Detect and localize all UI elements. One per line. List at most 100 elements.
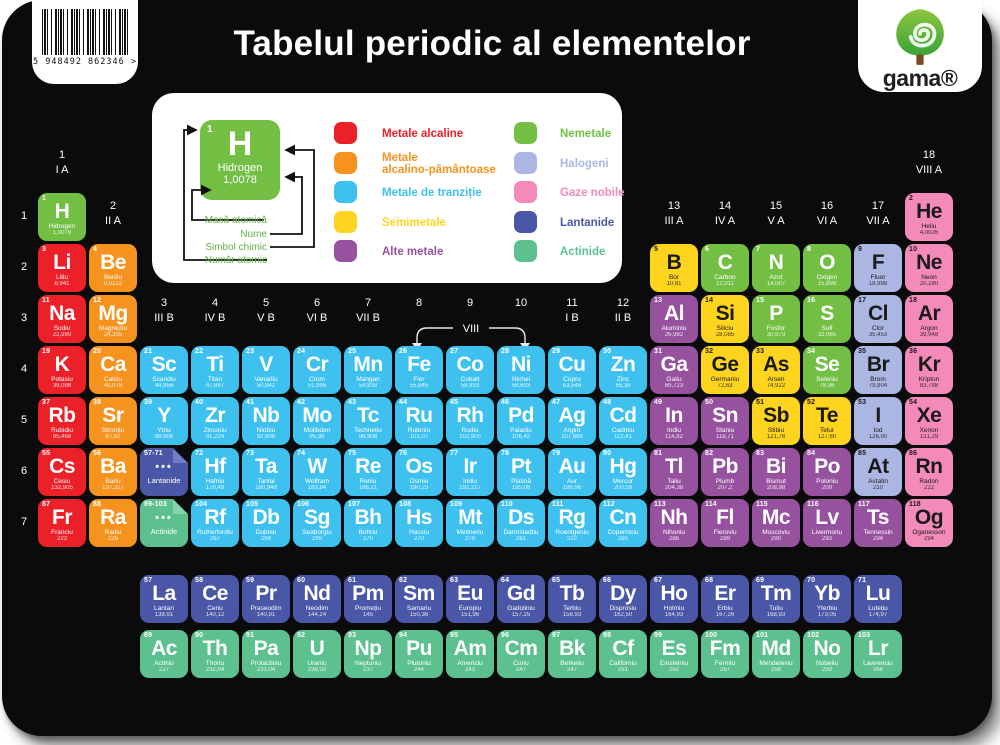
atomic-mass: 267 <box>209 536 220 542</box>
element-name: Siliciu <box>716 325 734 332</box>
element-name: Technețiu <box>354 427 382 434</box>
element-symbol: Ds <box>508 506 534 529</box>
element-name: Taliu <box>667 478 681 485</box>
atomic-mass: 270 <box>362 536 373 542</box>
element-name: Cobalt <box>460 376 480 383</box>
group-number: 3 <box>160 297 168 309</box>
atomic-mass: 24,305 <box>103 332 123 338</box>
element-name: Mercur <box>612 478 634 485</box>
atomic-number: 65 <box>552 577 561 584</box>
atomic-mass: 91,224 <box>205 434 225 440</box>
element-cell-Ti: 22 Ti Titan 47,867 <box>191 346 239 394</box>
element-cell-Cu: 29 Cu Cupru 63,546 <box>548 346 596 394</box>
atomic-number: 63 <box>450 577 459 584</box>
element-name: Ruteniu <box>407 427 431 434</box>
element-cell-Md: 101 Md Mendeleviu 258 <box>752 630 800 678</box>
element-cell-Tm: 69 Tm Tuliu 168,93 <box>752 575 800 623</box>
element-cell-Zr: 40 Zr Zirconiu 91,224 <box>191 397 239 445</box>
element-name: Americiu <box>457 660 483 667</box>
atomic-number: 68 <box>705 577 714 584</box>
element-cell-B: 5 B Bor 10,81 <box>650 244 698 292</box>
element-name: Aluminiu <box>661 325 687 332</box>
element-cell-Cr: 24 Cr Crom 51,996 <box>293 346 341 394</box>
element-name: Nihoniu <box>662 529 686 536</box>
element-cell-Sn: 50 Sn Staniu 118,71 <box>701 397 749 445</box>
period-label-2: 2 <box>20 261 28 273</box>
sample-atomic-number: 1 <box>207 124 213 135</box>
element-symbol: Kr <box>917 353 941 376</box>
atomic-mass: 101,07 <box>409 434 429 440</box>
element-name: Uraniu <box>307 660 327 667</box>
element-cell-S: 16 S Sulf 32,065 <box>803 295 851 343</box>
element-cell-Tc: 43 Tc Technețiu 98,906 <box>344 397 392 445</box>
legend-label-hal: Halogeni <box>560 157 609 170</box>
element-cell-Bi: 83 Bi Bismut 208,98 <box>752 448 800 496</box>
atomic-number: 54 <box>909 399 918 406</box>
element-symbol: Ti <box>206 353 224 376</box>
atomic-number: 36 <box>909 348 918 355</box>
element-symbol: Tc <box>357 404 379 427</box>
element-name: Sodiu <box>53 325 71 332</box>
atomic-number: 53 <box>858 399 867 406</box>
atomic-number: 55 <box>42 450 51 457</box>
group-header-15: 15 V A <box>752 199 800 229</box>
series-dots: ••• <box>155 461 173 473</box>
element-name: Tuliu <box>769 605 783 612</box>
atomic-mass: 87,62 <box>105 434 121 440</box>
element-cell-Hg: 80 Hg Mercur 200,59 <box>599 448 647 496</box>
group-number: 11 <box>566 297 578 309</box>
element-cell-Sr: 38 Sr Stronțiu 87,62 <box>89 397 137 445</box>
atomic-number: 89 <box>144 632 153 639</box>
atomic-mass: 294 <box>923 536 934 542</box>
element-name: Stronțiu <box>101 427 125 434</box>
element-name: Carbon <box>714 274 736 281</box>
barcode-icon <box>42 9 128 55</box>
period-label-4: 4 <box>20 363 28 375</box>
group-number: 13 <box>667 200 681 212</box>
element-cell-Kr: 36 Kr Kripton 83,798 <box>905 346 953 394</box>
group-roman: VII B <box>356 312 380 324</box>
element-cell-Hf: 72 Hf Hafniu 178,49 <box>191 448 239 496</box>
element-symbol: Po <box>814 455 840 478</box>
atomic-number: 83 <box>756 450 765 457</box>
element-symbol: Ra <box>100 506 126 529</box>
element-symbol: Nh <box>660 506 689 529</box>
atomic-mass: 78,96 <box>819 383 835 389</box>
element-cell-C: 6 C Carbon 12,011 <box>701 244 749 292</box>
atomic-number: 115 <box>756 501 768 508</box>
atomic-number: 24 <box>297 348 306 355</box>
element-name: Vanadiu <box>254 376 278 383</box>
atomic-mass: 190,23 <box>409 485 429 491</box>
element-name: Poloniu <box>816 478 838 485</box>
element-cell-V: 23 V Vanadiu 50,942 <box>242 346 290 394</box>
element-cell-Pr: 59 Pr Praseodim 140,91 <box>242 575 290 623</box>
atomic-number: 58 <box>195 577 204 584</box>
atomic-mass: 50,942 <box>256 383 276 389</box>
element-symbol: Zn <box>610 353 636 376</box>
element-name: Thoriu <box>205 660 225 667</box>
element-cell-Fr: 87 Fr Franciu 223 <box>38 499 86 547</box>
element-name: Radiu <box>104 529 122 536</box>
element-name: Neodim <box>305 605 329 612</box>
legend-sample-element: 1 H Hidrogen 1,0078 <box>200 120 280 200</box>
group-header-4: 4 IV B <box>191 296 239 326</box>
element-cell-Ca: 20 Ca Calciu 40,078 <box>89 346 137 394</box>
legend-swatch-aet <box>334 151 357 174</box>
element-cell-W: 74 W Wolfram 183,84 <box>293 448 341 496</box>
atomic-number: 20 <box>93 348 102 355</box>
element-symbol: Os <box>405 455 433 478</box>
element-symbol: Tm <box>760 582 792 605</box>
element-name: Franciu <box>51 529 73 536</box>
atomic-number: 41 <box>246 399 255 406</box>
element-symbol: Lu <box>865 582 891 605</box>
element-cell-Ar: 18 Ar Argon 39,948 <box>905 295 953 343</box>
element-name: Roentgeniu <box>555 529 589 536</box>
element-name: Berkeliu <box>560 660 584 667</box>
group-number: 1 <box>58 149 66 161</box>
atomic-number: 43 <box>348 399 357 406</box>
atomic-mass: 39,948 <box>919 332 939 338</box>
atomic-mass: 1,0078 <box>52 230 72 236</box>
atomic-mass: 168,93 <box>766 612 786 618</box>
atomic-number: 4 <box>93 246 98 253</box>
group-viii-label: VIII <box>463 323 480 335</box>
